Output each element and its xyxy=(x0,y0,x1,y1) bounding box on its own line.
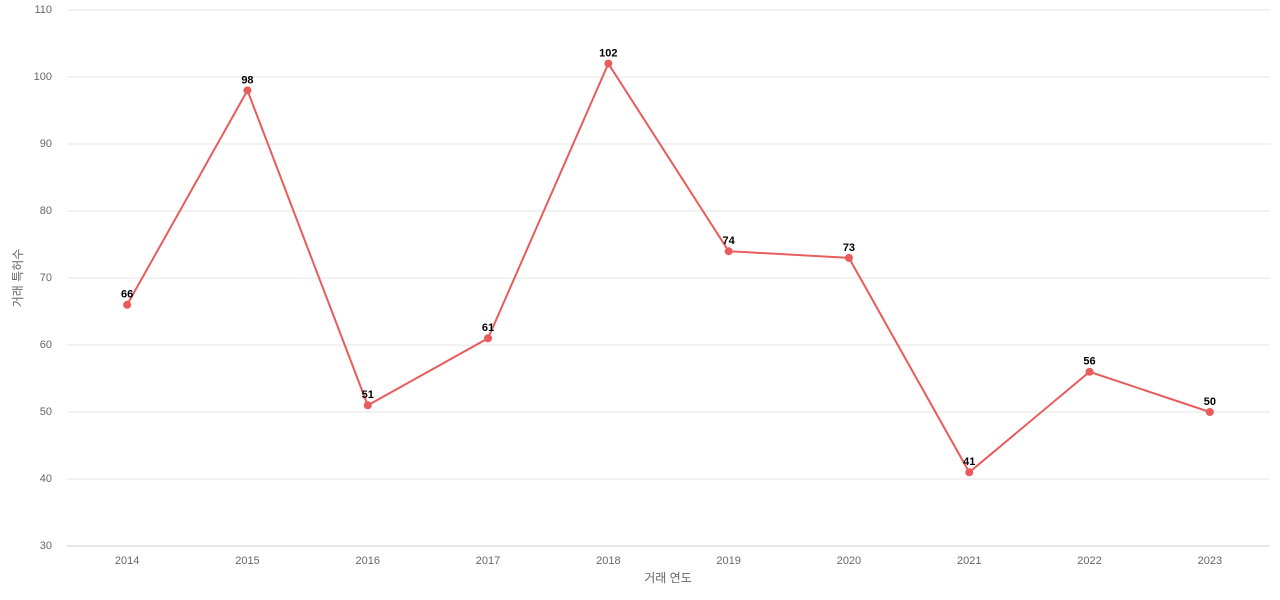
point xyxy=(243,86,252,95)
point xyxy=(1085,367,1094,376)
x-tick-label: 2022 xyxy=(1077,555,1101,567)
value-label: 66 xyxy=(121,289,133,301)
y-tick-label: 110 xyxy=(34,4,52,16)
x-tick-label: 2018 xyxy=(596,555,620,567)
x-tick-label: 2021 xyxy=(957,555,981,567)
x-tick-label: 2023 xyxy=(1198,555,1222,567)
value-label: 74 xyxy=(723,235,736,247)
y-tick-label: 30 xyxy=(40,540,52,552)
y-tick-label: 90 xyxy=(40,138,52,150)
value-label: 73 xyxy=(843,242,855,254)
value-label: 50 xyxy=(1204,396,1216,408)
point xyxy=(123,300,132,309)
y-tick-label: 50 xyxy=(40,406,52,418)
x-axis-label: 거래 연도 xyxy=(644,571,692,585)
line xyxy=(126,61,1211,474)
x-tick-label: 2020 xyxy=(837,555,861,567)
value-label: 98 xyxy=(241,74,253,86)
value-label: 51 xyxy=(362,389,374,401)
value-label: 56 xyxy=(1083,356,1095,368)
x-tick-label: 2014 xyxy=(115,555,139,567)
point xyxy=(484,334,493,343)
point xyxy=(363,401,372,410)
x-tick-label: 2017 xyxy=(476,555,500,567)
value-label: 61 xyxy=(482,322,494,334)
point xyxy=(1205,408,1214,416)
point xyxy=(724,247,733,256)
y-tick-label: 100 xyxy=(34,71,52,83)
x-tick-label: 2015 xyxy=(235,555,259,567)
y-tick-label: 70 xyxy=(40,272,52,284)
y-axis-label: 거래 특허수 xyxy=(11,249,25,308)
x-tick-label: 2016 xyxy=(356,555,380,567)
point xyxy=(604,59,613,68)
point xyxy=(965,468,974,477)
value-label: 41 xyxy=(963,456,975,468)
point xyxy=(844,253,853,262)
y-tick-label: 60 xyxy=(40,339,52,351)
y-tick-label: 80 xyxy=(40,205,52,217)
y-tick-label: 40 xyxy=(40,473,52,485)
value-label: 102 xyxy=(599,48,617,60)
x-tick-label: 2019 xyxy=(716,555,740,567)
